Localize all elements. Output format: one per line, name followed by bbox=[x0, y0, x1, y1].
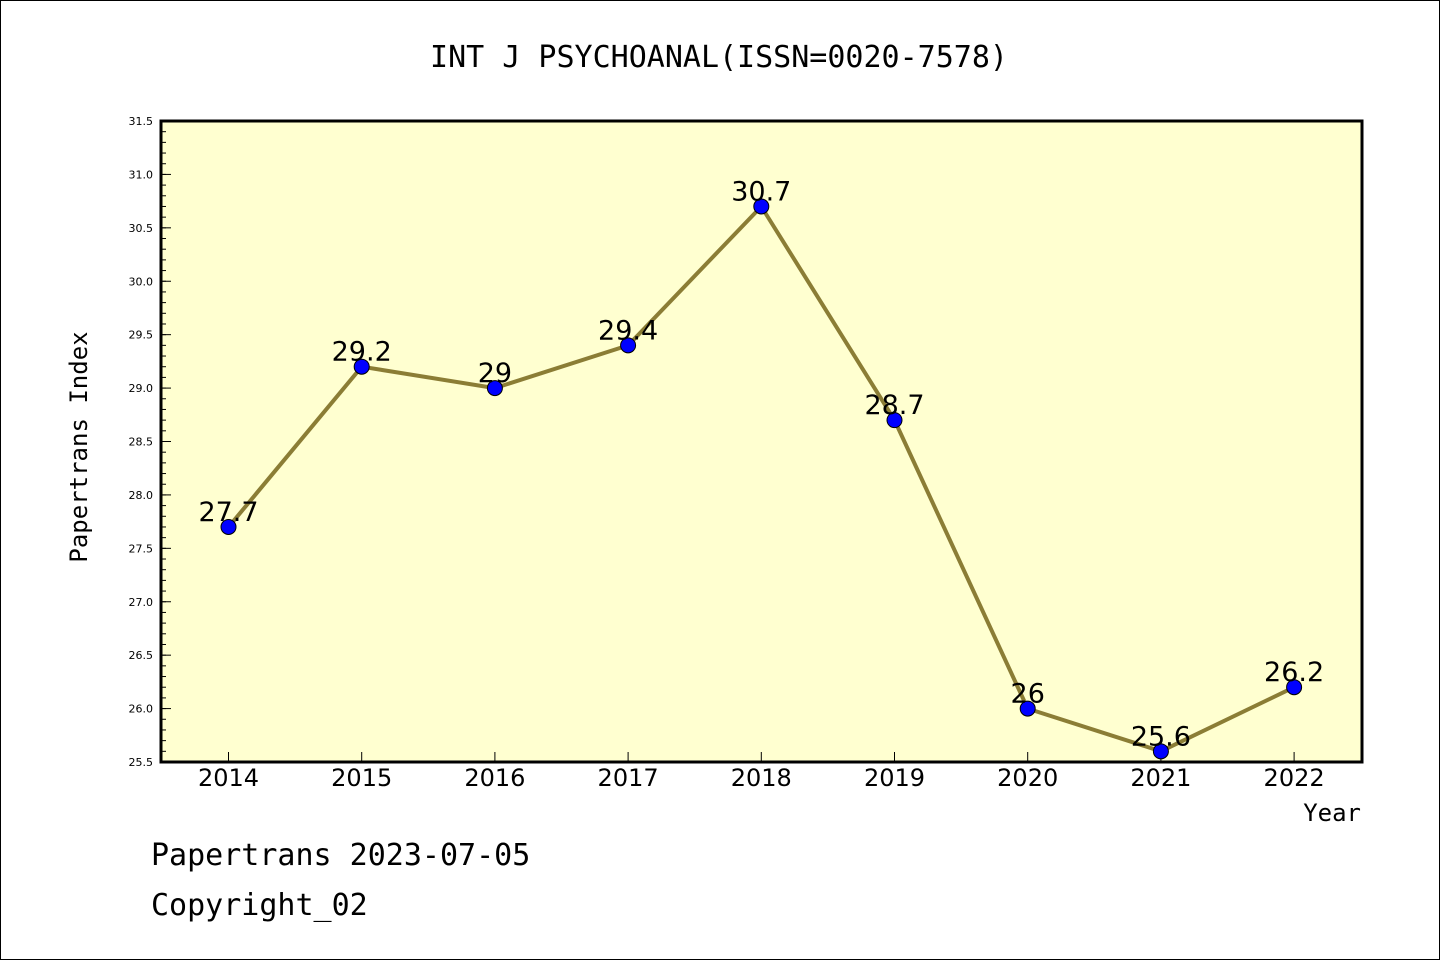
y-tick-label: 30.5 bbox=[129, 222, 154, 235]
x-tick-label: 2018 bbox=[731, 764, 792, 792]
y-tick-label: 27.5 bbox=[129, 542, 154, 555]
data-point bbox=[753, 198, 770, 215]
footer-copyright: Copyright_02 bbox=[151, 888, 368, 923]
plot-border bbox=[159, 119, 1364, 764]
data-label: 29.4 bbox=[598, 315, 658, 346]
data-label: 26.2 bbox=[1264, 657, 1324, 688]
y-tick-label: 26.0 bbox=[129, 703, 154, 716]
data-label: 27.7 bbox=[198, 497, 258, 528]
x-tick-label: 2015 bbox=[331, 764, 392, 792]
data-point bbox=[220, 518, 237, 535]
x-tick-label: 2020 bbox=[997, 764, 1058, 792]
y-tick-label: 31.5 bbox=[129, 115, 154, 128]
data-labels: 27.7 29.2 29 29.4 30.7 28.7 26 25.6 26.2 bbox=[198, 176, 1324, 752]
x-tick-label: 2016 bbox=[464, 764, 525, 792]
data-label: 29 bbox=[478, 358, 512, 389]
y-tick-label: 29.0 bbox=[129, 382, 154, 395]
data-point bbox=[1152, 743, 1169, 760]
data-point bbox=[486, 380, 503, 397]
plot-area bbox=[161, 121, 1362, 762]
y-tick-label: 30.0 bbox=[129, 275, 154, 288]
data-point bbox=[1286, 679, 1303, 696]
y-tick-label: 27.0 bbox=[129, 596, 154, 609]
data-label: 29.2 bbox=[332, 337, 392, 368]
footer-date: Papertrans 2023-07-05 bbox=[151, 838, 530, 873]
y-tick-label: 28.5 bbox=[129, 436, 154, 449]
y-tick-label: 29.5 bbox=[129, 329, 154, 342]
data-label: 26 bbox=[1011, 679, 1045, 710]
x-axis-label: Year bbox=[1303, 799, 1361, 827]
y-tick-label: 28.0 bbox=[129, 489, 154, 502]
data-label: 30.7 bbox=[731, 176, 791, 207]
data-point bbox=[620, 337, 637, 354]
chart-title: INT J PSYCHOANAL(ISSN=0020-7578) bbox=[430, 40, 1008, 75]
x-ticks: 2014 2015 2016 2017 2018 2019 2020 2021 2022 bbox=[198, 752, 1325, 792]
data-point bbox=[1019, 700, 1036, 717]
data-label: 25.6 bbox=[1131, 721, 1191, 752]
y-tick-label: 25.5 bbox=[129, 756, 154, 769]
series-markers bbox=[220, 198, 1303, 760]
y-ticks: 25.5 26.0 26.5 27.0 27.5 28.0 28.5 29.0 29.5 30.0… bbox=[129, 115, 171, 769]
data-point bbox=[353, 358, 370, 375]
y-tick-label: 31.0 bbox=[129, 168, 154, 181]
x-tick-label: 2017 bbox=[598, 764, 659, 792]
x-tick-label: 2019 bbox=[864, 764, 925, 792]
data-label: 28.7 bbox=[864, 390, 924, 421]
y-axis-label: Papertrans Index bbox=[65, 331, 93, 562]
x-tick-label: 2014 bbox=[198, 764, 259, 792]
x-tick-label: 2022 bbox=[1264, 764, 1325, 792]
data-point bbox=[886, 412, 903, 429]
y-tick-label: 26.5 bbox=[129, 649, 154, 662]
x-tick-label: 2021 bbox=[1130, 764, 1191, 792]
